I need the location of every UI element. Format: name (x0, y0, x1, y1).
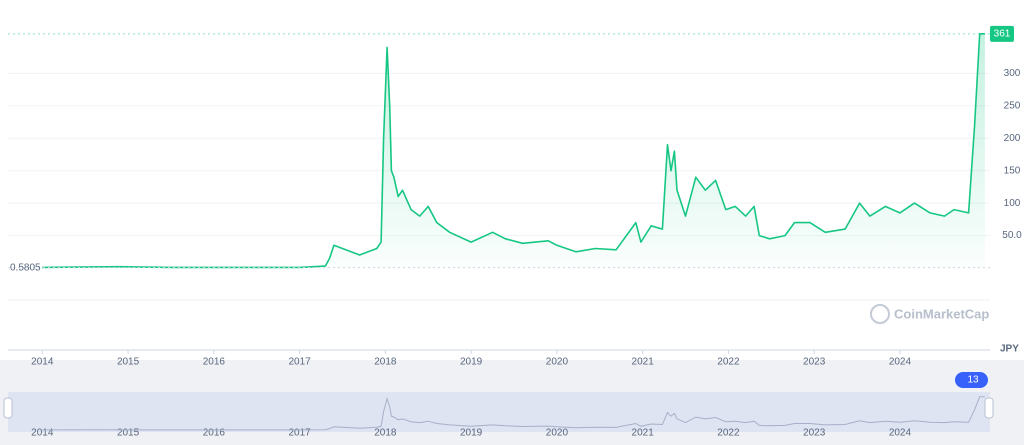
x-tick-label: 2016 (203, 357, 226, 368)
y-tick-label: 150 (1004, 165, 1021, 176)
watermark-logo (870, 304, 890, 324)
watermark: CoinMarketCap (870, 304, 989, 324)
x-tick-label: 2021 (632, 357, 655, 368)
x-tick-label: 2020 (546, 357, 569, 368)
x-tick-label: 2022 (717, 357, 740, 368)
navigator-tick-label: 2024 (889, 428, 912, 439)
watermark-text: CoinMarketCap (894, 306, 989, 321)
y-tick-label: 200 (1004, 133, 1021, 144)
x-tick-label: 2024 (889, 357, 912, 368)
navigator-handle[interactable] (3, 397, 13, 419)
min-label: 0.5805 (10, 262, 41, 273)
navigator-handle[interactable] (984, 397, 994, 419)
price-area (42, 33, 985, 268)
y-tick-label: 300 (1004, 68, 1021, 79)
navigator-tick-label: 2018 (374, 428, 397, 439)
last-label: 361 (994, 28, 1011, 39)
navigator-tick-label: 2021 (632, 428, 655, 439)
flag-count[interactable]: 13 (967, 375, 979, 386)
last-badge (990, 25, 1014, 42)
navigator-tick-label: 2020 (546, 428, 569, 439)
navigator-tick-label: 2019 (460, 428, 483, 439)
currency-label: JPY (1000, 344, 1019, 355)
navigator-tick-label: 2015 (117, 428, 140, 439)
navigator-line (42, 396, 985, 431)
x-tick-label: 2018 (374, 357, 397, 368)
navigator-tick-label: 2017 (288, 428, 311, 439)
x-tick-label: 2023 (803, 357, 826, 368)
y-tick-label: 50.0 (1002, 230, 1022, 241)
x-tick-label: 2014 (31, 357, 54, 368)
x-tick-label: 2019 (460, 357, 483, 368)
navigator[interactable] (8, 392, 990, 432)
navigator-tick-label: 2014 (31, 428, 54, 439)
navigator-tick-label: 2023 (803, 428, 826, 439)
price-line (42, 33, 985, 269)
flag-badge-bg[interactable] (955, 372, 988, 388)
x-tick-label: 2015 (117, 357, 140, 368)
y-tick-label: 250 (1004, 100, 1021, 111)
y-tick-label: 100 (1004, 198, 1021, 209)
navigator-tick-label: 2016 (203, 428, 226, 439)
navigator-tick-label: 2022 (717, 428, 740, 439)
x-tick-label: 2017 (288, 357, 311, 368)
flag-badge[interactable]: 13 (955, 372, 988, 388)
